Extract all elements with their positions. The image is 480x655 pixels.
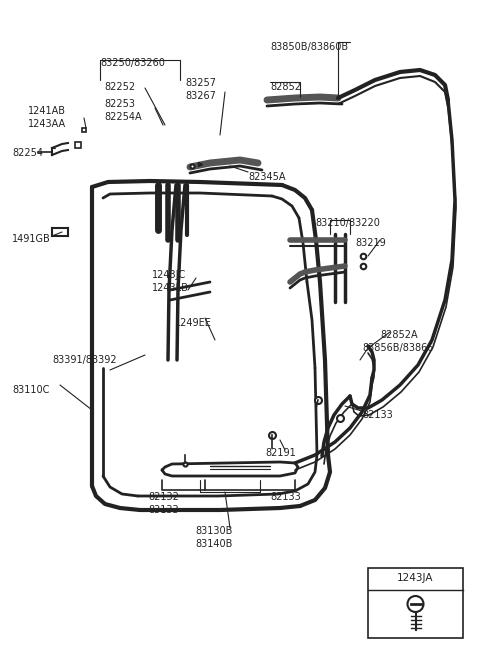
Text: 83219: 83219 [355, 238, 386, 248]
Text: 1243LB: 1243LB [152, 283, 189, 293]
Text: 82132: 82132 [148, 492, 179, 502]
Text: 1243JC: 1243JC [152, 270, 186, 280]
Text: 82191: 82191 [265, 448, 296, 458]
Text: 82254: 82254 [12, 148, 43, 158]
Text: 1243JA: 1243JA [397, 573, 434, 583]
Text: 82253: 82253 [104, 99, 135, 109]
Text: 83133: 83133 [148, 505, 179, 515]
Text: 83140B: 83140B [195, 539, 232, 549]
Text: 83391/83392: 83391/83392 [52, 355, 117, 365]
Text: 83250/83260: 83250/83260 [100, 58, 165, 68]
Text: 83257: 83257 [185, 78, 216, 88]
Text: 82345A: 82345A [248, 172, 286, 182]
Text: 82852: 82852 [270, 82, 301, 92]
Text: 82252: 82252 [104, 82, 135, 92]
Text: 82852A: 82852A [380, 330, 418, 340]
Text: 1491GB: 1491GB [12, 234, 51, 244]
Text: 83130B: 83130B [195, 526, 232, 536]
Text: 82133: 82133 [362, 410, 393, 420]
Text: 83267: 83267 [185, 91, 216, 101]
Text: 83850B/83860B: 83850B/83860B [270, 42, 348, 52]
Text: 83856B/83866: 83856B/83866 [362, 343, 433, 353]
Text: 82133: 82133 [270, 492, 301, 502]
Text: 1241AB: 1241AB [28, 106, 66, 116]
Text: 1243AA: 1243AA [28, 119, 66, 129]
Bar [368, 568, 463, 638]
Text: 83210/83220: 83210/83220 [315, 218, 380, 228]
Text: 82254A: 82254A [104, 112, 142, 122]
Text: 83110C: 83110C [12, 385, 49, 395]
Text: 1249EE: 1249EE [175, 318, 212, 328]
